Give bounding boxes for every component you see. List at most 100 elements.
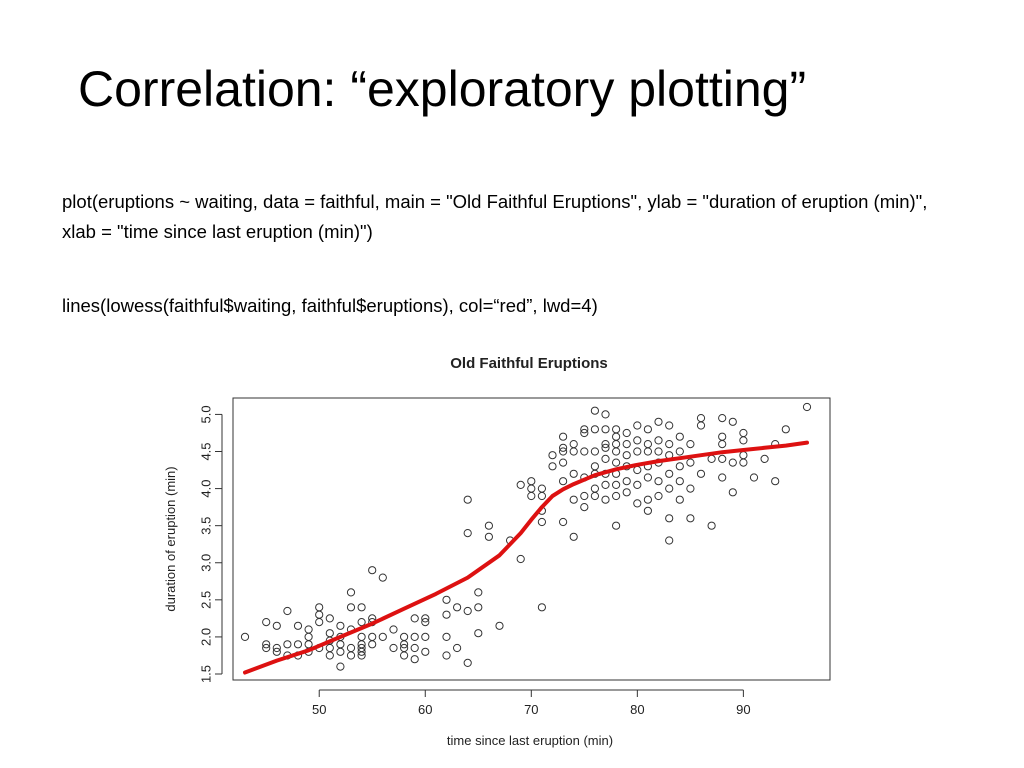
data-point <box>643 473 653 482</box>
data-point <box>601 440 610 449</box>
data-point <box>601 443 610 452</box>
data-point <box>590 406 600 415</box>
data-point <box>590 462 600 471</box>
plot-frame <box>232 397 831 681</box>
data-point <box>346 603 356 612</box>
data-point <box>325 643 334 653</box>
data-point <box>601 495 610 504</box>
data-point <box>548 451 557 460</box>
y-tick-label: 4.0 <box>198 480 213 498</box>
data-point <box>537 484 547 493</box>
data-point <box>612 480 621 489</box>
data-point <box>665 421 674 430</box>
data-point <box>400 632 409 642</box>
data-point <box>527 477 536 486</box>
data-point <box>283 606 292 616</box>
data-point <box>633 465 642 475</box>
data-point <box>675 495 684 504</box>
data-point <box>580 491 589 501</box>
data-point <box>590 447 600 456</box>
data-point <box>781 425 790 434</box>
data-point <box>601 425 610 434</box>
data-points <box>240 402 812 671</box>
data-point <box>665 536 674 545</box>
data-point <box>601 410 610 419</box>
data-point <box>580 425 589 434</box>
data-point <box>569 447 578 456</box>
data-point <box>421 632 430 642</box>
data-point <box>760 454 769 463</box>
data-point <box>559 432 568 441</box>
data-point <box>442 595 451 604</box>
data-point <box>463 658 472 668</box>
data-point <box>442 610 451 619</box>
data-point <box>707 454 716 463</box>
data-point <box>421 618 430 627</box>
data-point <box>590 425 600 434</box>
data-point <box>559 447 568 456</box>
data-point <box>240 632 250 642</box>
data-point <box>771 477 780 486</box>
code-line-plot: plot(eruptions ~ waiting, data = faithfu… <box>62 191 928 242</box>
y-axis: 1.5 2.0 2.5 3.0 3.5 4.0 4.5 5.0 <box>198 405 223 683</box>
data-point <box>325 629 334 638</box>
data-point <box>728 488 737 497</box>
data-point <box>262 640 271 649</box>
data-point <box>389 643 398 653</box>
data-point <box>665 514 674 523</box>
x-axis: 50 60 70 80 90 <box>312 689 751 717</box>
x-tick-label: 50 <box>312 702 326 717</box>
data-point <box>304 625 313 634</box>
data-point <box>442 651 451 660</box>
x-tick-label: 70 <box>524 702 538 717</box>
data-point <box>643 495 653 504</box>
data-point <box>612 425 621 434</box>
data-point <box>537 517 547 527</box>
data-point <box>601 480 610 489</box>
data-point <box>707 521 716 530</box>
data-point <box>686 440 695 449</box>
data-point <box>612 491 621 501</box>
data-point <box>633 421 642 430</box>
data-point <box>368 566 377 575</box>
data-point <box>675 432 684 441</box>
data-point <box>643 447 653 456</box>
y-tick-label: 2.0 <box>198 628 213 646</box>
data-point <box>272 621 281 630</box>
data-point <box>739 451 748 460</box>
data-point <box>537 491 547 501</box>
data-point <box>633 480 642 489</box>
data-point <box>272 643 281 653</box>
data-point <box>654 491 663 501</box>
y-tick-label: 3.5 <box>198 517 213 535</box>
data-point <box>580 503 589 512</box>
data-point <box>495 621 504 630</box>
data-point <box>346 643 356 653</box>
data-point <box>537 603 547 612</box>
y-tick-label: 5.0 <box>198 405 213 423</box>
data-point <box>262 643 271 653</box>
data-point <box>622 428 631 438</box>
data-point <box>696 414 706 423</box>
data-point <box>675 477 684 486</box>
data-point <box>686 514 695 523</box>
data-point <box>728 458 737 467</box>
data-point <box>357 632 366 642</box>
data-point <box>336 647 345 656</box>
data-point <box>389 625 398 634</box>
data-point <box>665 469 674 478</box>
data-point <box>622 451 631 460</box>
data-point <box>749 473 759 482</box>
data-point <box>474 603 483 612</box>
data-point <box>612 440 621 449</box>
data-point <box>400 643 409 653</box>
data-point <box>378 573 387 582</box>
data-point <box>643 425 653 434</box>
data-point <box>474 629 483 638</box>
data-point <box>378 632 387 642</box>
data-point <box>633 436 642 445</box>
y-axis-label: duration of eruption (min) <box>163 466 178 611</box>
data-point <box>654 436 663 445</box>
data-point <box>357 603 366 612</box>
y-tick-label: 2.5 <box>198 591 213 609</box>
